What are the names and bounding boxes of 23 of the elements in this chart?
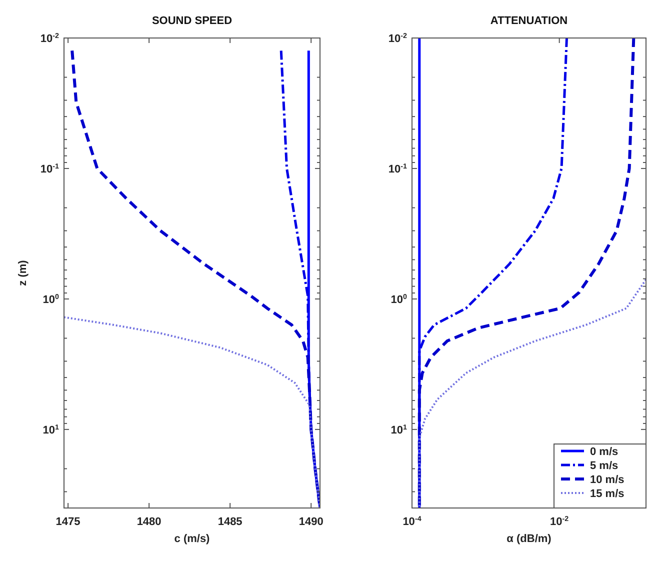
x-tick-label: 1475 — [56, 516, 80, 528]
legend-label: 10 m/s — [590, 474, 624, 486]
x-axis-title: α (dB/m) — [506, 533, 552, 545]
y-tick-label: 10$^{1}$ — [42, 423, 60, 436]
chart-title: ATTENUATION — [490, 15, 568, 27]
y-tick-label: 10$^{-1}$ — [40, 162, 60, 176]
y-tick-label: 10$^{0}$ — [42, 292, 60, 306]
y-tick-label: 10$^{0}$ — [390, 292, 408, 306]
legend-label: 0 m/s — [590, 446, 618, 458]
x-tick-label: 10$^{-4}$ — [402, 515, 422, 528]
x-tick-label: 1490 — [298, 516, 324, 528]
x-tick-label: 1480 — [136, 516, 162, 528]
legend-label: 5 m/s — [590, 460, 618, 472]
x-tick-label: 1485 — [218, 516, 242, 528]
y-tick-label: 10$^{1}$ — [390, 423, 408, 436]
x-axis-title: c (m/s) — [174, 533, 210, 545]
y-tick-label: 10$^{-2}$ — [388, 32, 408, 45]
y-tick-label: 10$^{-1}$ — [388, 162, 408, 176]
legend-label: 15 m/s — [590, 488, 624, 500]
x-tick-label: 10$^{-2}$ — [550, 515, 569, 528]
y-tick-label: 10$^{-2}$ — [40, 32, 60, 45]
chart-title: SOUND SPEED — [152, 15, 232, 27]
y-axis-title: z (m) — [17, 260, 29, 286]
